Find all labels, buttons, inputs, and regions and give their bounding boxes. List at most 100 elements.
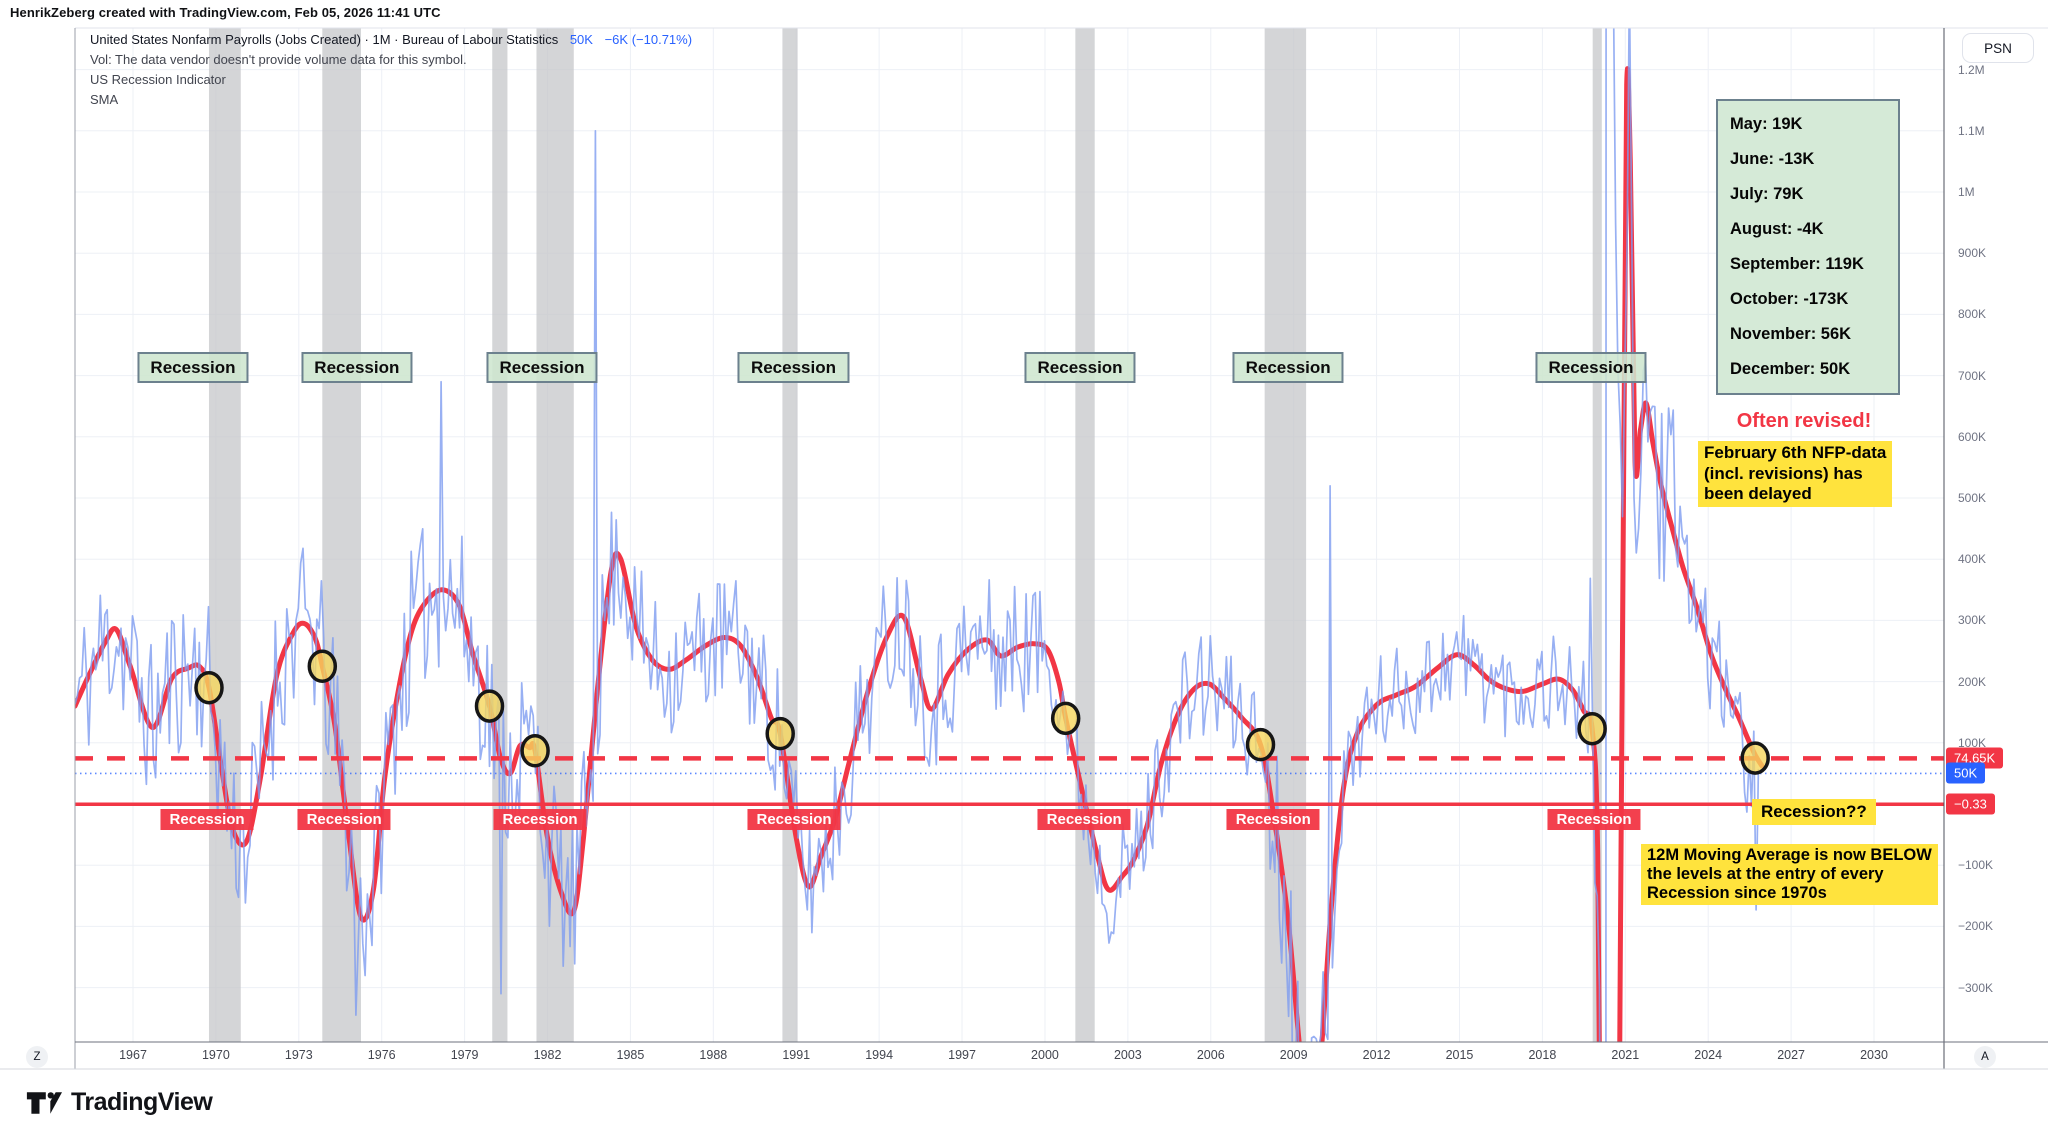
recession-label-bottom: Recession (1226, 809, 1320, 830)
monthly-revision-row: July: 79K (1730, 185, 1804, 203)
entry-marker-circle[interactable] (520, 734, 550, 768)
x-axis-label: 2000 (1031, 1048, 1059, 1062)
x-axis-label: 2009 (1279, 1048, 1308, 1062)
delayed-note: February 6th NFP-data (incl. revisions) … (1698, 441, 1893, 507)
recession-label-top: Recession (137, 352, 249, 383)
recession-band (492, 28, 508, 1042)
monthly-revision-row: November: 56K (1730, 325, 1852, 343)
x-axis-label: 2006 (1196, 1048, 1225, 1062)
recession-label-bottom: Recession (160, 809, 254, 830)
y-axis-label: 100K (1958, 735, 1987, 750)
monthly-revision-row: December: 50K (1730, 360, 1851, 378)
x-axis-label: 1988 (699, 1048, 728, 1062)
monthly-revision-row: August: -4K (1730, 220, 1824, 238)
recession-label-top: Recession (737, 352, 849, 383)
attribution-text: HenrikZeberg created with TradingView.co… (10, 5, 441, 20)
entry-marker-circle[interactable] (1050, 701, 1081, 736)
sma-note-line: 12M Moving Average is now BELOW (1647, 846, 1932, 864)
recession-label-top: Recession (1024, 352, 1136, 383)
sma-note-line: Recession since 1970s (1647, 884, 1827, 902)
sma-below-note: 12M Moving Average is now BELOW the leve… (1641, 844, 1938, 905)
x-axis-label: 1973 (284, 1048, 313, 1062)
monthly-revision-row: June: -13K (1730, 150, 1815, 168)
y-axis-label: −200K (1958, 919, 1994, 934)
timezone-button[interactable]: Z (26, 1046, 48, 1068)
x-axis-label: 1976 (367, 1048, 396, 1062)
x-axis-label: 2027 (1777, 1048, 1805, 1062)
x-axis-label: 2015 (1445, 1048, 1474, 1062)
chart-legend: United States Nonfarm Payrolls (Jobs Cre… (90, 30, 692, 110)
x-axis-label: 2021 (1611, 1048, 1640, 1062)
y-axis-label: 800K (1958, 307, 1987, 322)
y-axis-label: −100K (1958, 858, 1994, 873)
auto-scale-button[interactable]: A (1974, 1046, 1996, 1068)
entry-marker-circle[interactable] (474, 689, 505, 723)
x-axis-label: 2024 (1694, 1048, 1723, 1062)
x-axis-label: 1979 (450, 1048, 479, 1062)
monthly-revision-row: October: -173K (1730, 290, 1849, 308)
price-scale-label[interactable]: PSN (1962, 33, 2034, 63)
price-badge: −0.33 (1946, 793, 1995, 815)
entry-markers (194, 649, 1770, 775)
y-axis-label: 900K (1958, 246, 1987, 261)
indicator-sma[interactable]: SMA (90, 92, 119, 107)
y-axis-label: 600K (1958, 429, 1987, 444)
tradingview-logo-icon (26, 1091, 62, 1114)
x-axis-label: 1985 (616, 1048, 645, 1062)
y-axis-label: 1.1M (1958, 123, 1985, 138)
nfp-monthly-line[interactable] (75, 0, 1762, 1142)
recession-band (782, 28, 798, 1042)
delayed-note-line: February 6th NFP-data (1704, 443, 1887, 462)
sma-line[interactable] (75, 66, 1765, 1142)
recession-label-bottom: Recession (1037, 809, 1131, 830)
monthly-data-panel: May: 19K June: -13K July: 79K August: -4K Se… (1716, 99, 1900, 395)
symbol-title: United States Nonfarm Payrolls (Jobs Cre… (90, 32, 559, 47)
x-axis-label: 1997 (948, 1048, 976, 1062)
recession-label-bottom: Recession (747, 809, 841, 830)
x-axis-label: 1967 (119, 1048, 147, 1062)
x-axis-label: 2003 (1113, 1048, 1142, 1062)
brand-name: TradingView (71, 1088, 213, 1116)
price-badge: 50K (1946, 762, 1986, 784)
y-axis-label: 500K (1958, 491, 1987, 505)
x-axis-label: 2030 (1860, 1048, 1888, 1062)
x-axis-label: 1991 (782, 1048, 811, 1062)
recession-label-bottom: Recession (1547, 809, 1641, 830)
x-axis-label: 1982 (533, 1048, 562, 1062)
entry-marker-circle[interactable] (1577, 711, 1607, 746)
entry-marker-circle[interactable] (307, 649, 338, 684)
monthly-revision-row: September: 119K (1730, 255, 1864, 273)
y-axis-label: −300K (1958, 980, 1994, 995)
recession-label-bottom: Recession (297, 809, 391, 830)
recession-band (1592, 28, 1602, 1042)
volume-note: Vol: The data vendor doesn't provide vol… (90, 52, 467, 67)
recession-label-top: Recession (301, 352, 413, 383)
monthly-revision-row: May: 19K (1730, 115, 1803, 133)
recession-band (1075, 28, 1095, 1042)
recession-question-note: Recession?? (1752, 799, 1876, 825)
delayed-note-line: been delayed (1704, 484, 1812, 503)
symbol-title-row[interactable]: United States Nonfarm Payrolls (Jobs Cre… (90, 30, 692, 50)
entry-marker-circle[interactable] (194, 670, 224, 705)
value-change: −6K (−10.71%) (604, 32, 693, 47)
entry-marker-circle[interactable] (765, 716, 795, 751)
recession-label-top: Recession (1232, 352, 1344, 383)
x-axis-label: 1994 (865, 1048, 894, 1062)
y-axis-label: 1.2M (1958, 62, 1985, 77)
delayed-note-line: (incl. revisions) has (1704, 463, 1863, 483)
x-axis-label: 2012 (1362, 1048, 1391, 1062)
recession-label-top: Recession (1535, 352, 1647, 383)
recession-band (1264, 28, 1307, 1042)
indicator-recession[interactable]: US Recession Indicator (90, 72, 226, 87)
y-axis-label: 700K (1958, 368, 1987, 383)
x-axis-label: 2018 (1528, 1048, 1557, 1062)
recession-label-bottom: Recession (493, 809, 587, 830)
entry-marker-circle[interactable] (1740, 741, 1770, 775)
y-axis-label: 200K (1958, 674, 1987, 689)
recession-label-top: Recession (486, 352, 598, 383)
footer-brand[interactable]: TradingView (26, 1088, 213, 1117)
entry-marker-circle[interactable] (1245, 727, 1276, 762)
last-value: 50K (569, 32, 593, 47)
y-axis-label: 1M (1958, 185, 1975, 199)
